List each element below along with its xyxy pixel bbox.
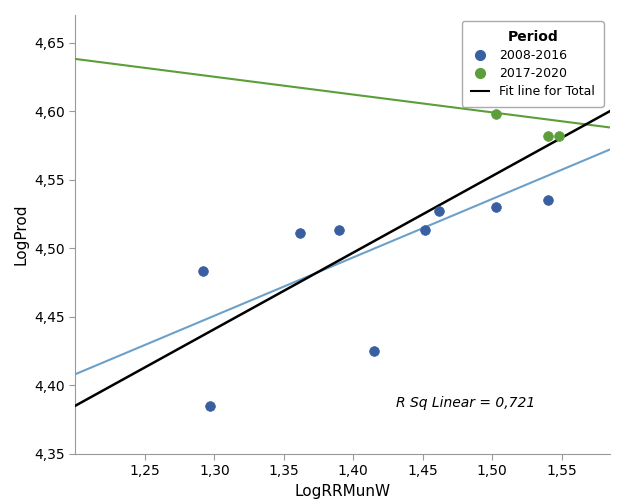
Point xyxy=(420,226,430,234)
Point xyxy=(334,226,344,234)
Legend: 2008-2016, 2017-2020, Fit line for Total: 2008-2016, 2017-2020, Fit line for Total xyxy=(462,21,604,107)
X-axis label: LogRRMunW: LogRRMunW xyxy=(295,483,391,498)
Text: R Sq Linear = 0,721: R Sq Linear = 0,721 xyxy=(396,396,535,410)
Point xyxy=(543,132,553,140)
Point xyxy=(543,196,553,204)
Point xyxy=(491,110,501,118)
Point xyxy=(296,229,306,237)
Point xyxy=(205,402,215,410)
Point xyxy=(564,88,574,96)
Point xyxy=(434,207,444,215)
Point xyxy=(369,347,379,355)
Point xyxy=(491,203,501,211)
Y-axis label: LogProd: LogProd xyxy=(14,204,29,265)
Point xyxy=(554,132,564,140)
Point xyxy=(198,267,208,275)
